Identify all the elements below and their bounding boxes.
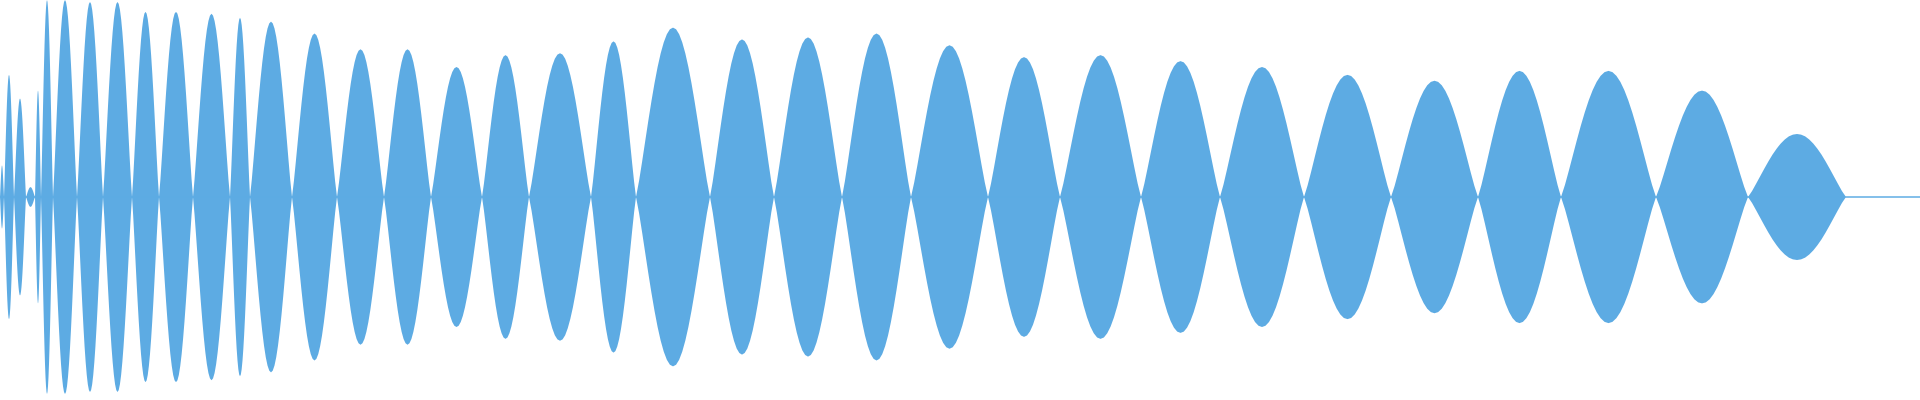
waveform-lobes xyxy=(0,0,1920,394)
waveform-chart xyxy=(0,0,1920,394)
waveform-svg xyxy=(0,0,1920,394)
